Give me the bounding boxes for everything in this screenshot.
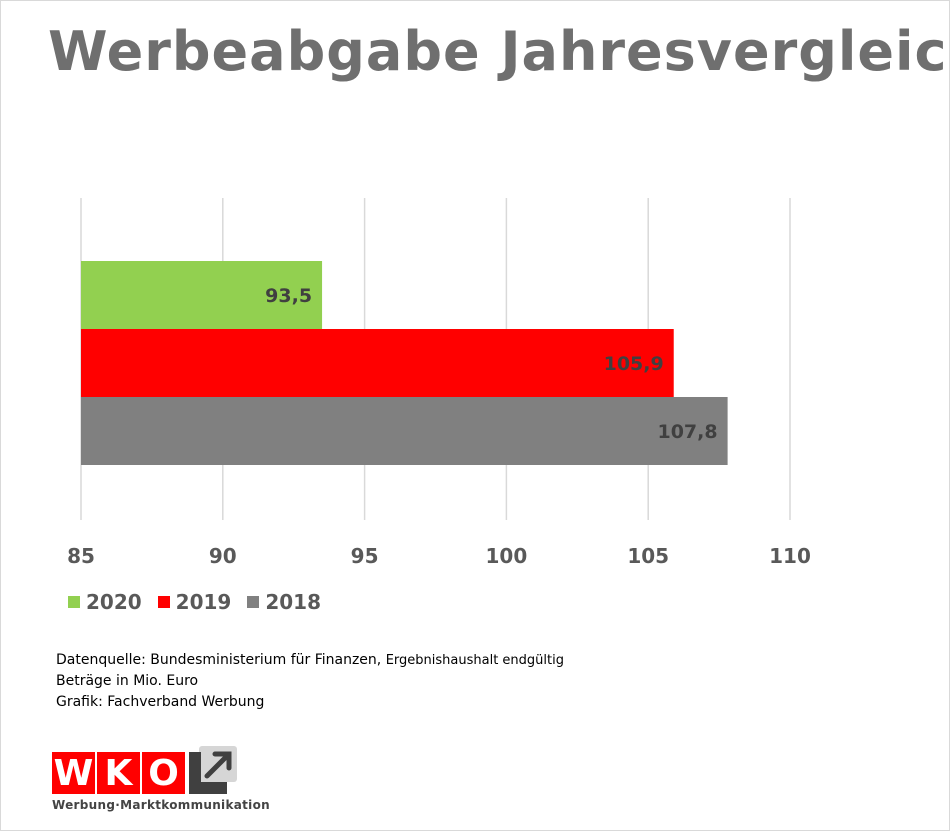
x-tick-label: 95 (351, 544, 379, 568)
logo-letter: K (97, 752, 140, 794)
logo-letter: O (142, 752, 185, 794)
bar-2020 (81, 261, 323, 329)
x-tick-label: 105 (627, 544, 669, 568)
legend-item-2020: 2020 (68, 590, 142, 614)
x-tick-label: 100 (486, 544, 528, 568)
legend-label: 2019 (175, 590, 232, 614)
units-note: Beträge in Mio. Euro (56, 673, 199, 689)
credit-note: Grafik: Fachverband Werbung (56, 694, 265, 710)
legend-item-2019: 2019 (157, 590, 232, 614)
legend-swatch (68, 596, 80, 608)
legend-label: 2018 (265, 590, 322, 614)
legend-item-2018: 2018 (247, 590, 321, 614)
x-tick-label: 110 (769, 544, 811, 568)
logo-subtitle: Werbung·Marktkommunikation (52, 798, 270, 812)
data-label: 107,8 (657, 421, 717, 443)
logo-letter: W (52, 752, 95, 794)
source-suffix: Ergebnishaushalt endgültig (385, 653, 564, 668)
x-tick-label: 90 (209, 544, 237, 568)
source-text: Datenquelle: Bundesministerium für Finan… (56, 652, 382, 668)
source-note: Datenquelle: Bundesministerium für Finan… (56, 650, 564, 671)
bar-chart: 85 90 95 100 105 110 93,5 105,9 107,8 (67, 198, 811, 568)
bar-2018 (81, 397, 728, 465)
legend-swatch (247, 596, 260, 608)
data-label: 105,9 (604, 353, 664, 375)
legend-label: 2020 (86, 590, 142, 614)
notes: Datenquelle: Bundesministerium für Finan… (56, 650, 564, 713)
data-label: 93,5 (265, 285, 312, 307)
legend: 2020 2019 2018 (68, 590, 321, 614)
bar-2019 (81, 329, 674, 397)
legend-swatch (157, 596, 170, 608)
wko-logo: W K O Werbung·Marktkommunikation (52, 746, 270, 812)
x-tick-label: 85 (67, 544, 95, 568)
arrow-icon (189, 746, 237, 794)
chart-title: Werbeabgabe Jahresvergleich (48, 20, 950, 83)
